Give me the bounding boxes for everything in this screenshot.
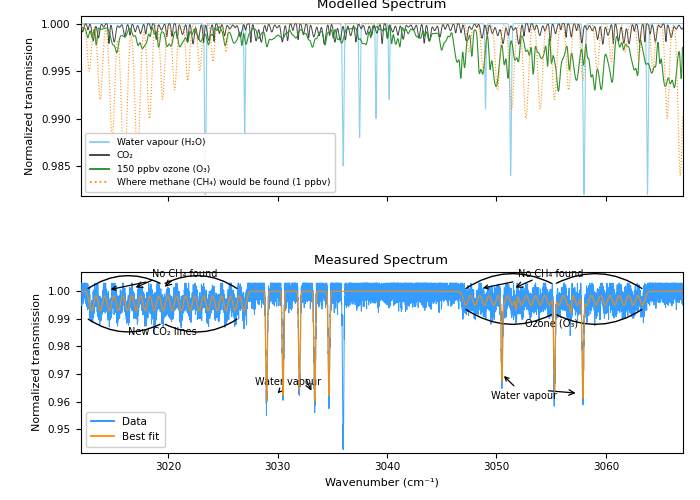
Text: Water vapour: Water vapour	[256, 377, 321, 392]
X-axis label: Wavenumber (cm⁻¹): Wavenumber (cm⁻¹)	[325, 478, 438, 488]
Text: No CH₄ found: No CH₄ found	[484, 269, 584, 289]
Text: No CH₄ found: No CH₄ found	[112, 269, 217, 290]
Legend: Data, Best fit: Data, Best fit	[85, 412, 164, 448]
Title: Modelled Spectrum: Modelled Spectrum	[317, 0, 446, 10]
Y-axis label: Normalized transmission: Normalized transmission	[25, 37, 36, 175]
Text: Ozone (O₃): Ozone (O₃)	[524, 319, 577, 329]
Y-axis label: Normalized transmission: Normalized transmission	[32, 294, 42, 432]
Title: Measured Spectrum: Measured Spectrum	[314, 254, 449, 267]
Legend: Water vapour (H₂O), CO₂, 150 ppbv ozone (O₃), Where methane (CH₄) would be found: Water vapour (H₂O), CO₂, 150 ppbv ozone …	[85, 134, 335, 192]
Text: New CO₂ lines: New CO₂ lines	[128, 327, 197, 337]
Text: Water vapour: Water vapour	[491, 377, 557, 400]
